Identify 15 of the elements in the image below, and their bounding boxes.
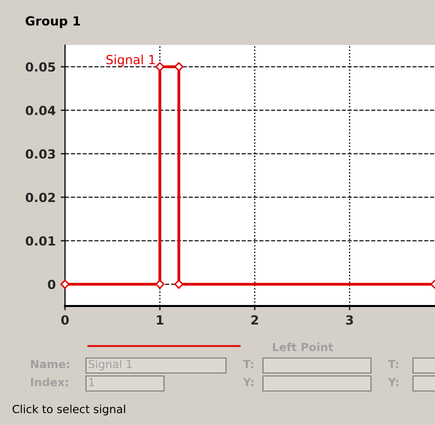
y-tick-label: 0.01 (26, 236, 56, 246)
text: Click to select signal (12, 404, 126, 416)
text: Signal 1 (88, 360, 132, 370)
text: Group 1 (26, 16, 80, 28)
x-tick-label: 1 (156, 315, 164, 325)
series-label: Signal 1 (106, 54, 155, 67)
text: 1 (89, 378, 94, 386)
x-tick-label: 3 (346, 315, 353, 325)
y-tick-label: 0 (48, 280, 56, 290)
x-tick-label: 2 (251, 315, 258, 325)
y-tick-label: 0.03 (26, 149, 55, 159)
y-tick-label: 0.04 (26, 106, 56, 116)
x-tick-label: 0 (61, 315, 69, 325)
y-tick-label: 0.02 (26, 192, 55, 202)
y-tick-label: 0.05 (26, 62, 56, 72)
